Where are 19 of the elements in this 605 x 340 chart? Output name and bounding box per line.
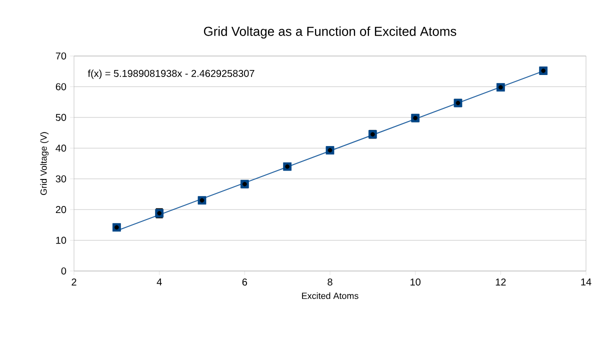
- x-tick-label: 10: [410, 278, 420, 286]
- annotation: f(x) = 5.1989081938x - 2.4629258307: [88, 70, 254, 79]
- y-tick-label: 50: [56, 114, 66, 121]
- x-tick-label: 12: [496, 278, 506, 286]
- y-tick-label: 60: [56, 83, 66, 90]
- y-tick-label: 30: [56, 175, 66, 182]
- x-tick-label: 8: [328, 278, 332, 286]
- x-tick-label: 2: [72, 278, 76, 286]
- y-tick-label: 70: [56, 52, 66, 60]
- chart-title: Grid Voltage as a Function of Excited Atoms: [204, 26, 456, 38]
- y-tick-label: 20: [56, 206, 66, 214]
- y-axis-title: Grid Voltage (V): [40, 132, 49, 195]
- x-tick-label: 14: [581, 278, 592, 286]
- y-tick-label: 40: [56, 144, 66, 152]
- x-tick-label: 6: [242, 278, 248, 286]
- x-tick-label: 4: [156, 278, 162, 286]
- y-tick-label: 10: [56, 236, 66, 244]
- x-axis-title: Excited Atoms: [302, 292, 358, 300]
- y-tick-label: 0: [61, 267, 66, 275]
